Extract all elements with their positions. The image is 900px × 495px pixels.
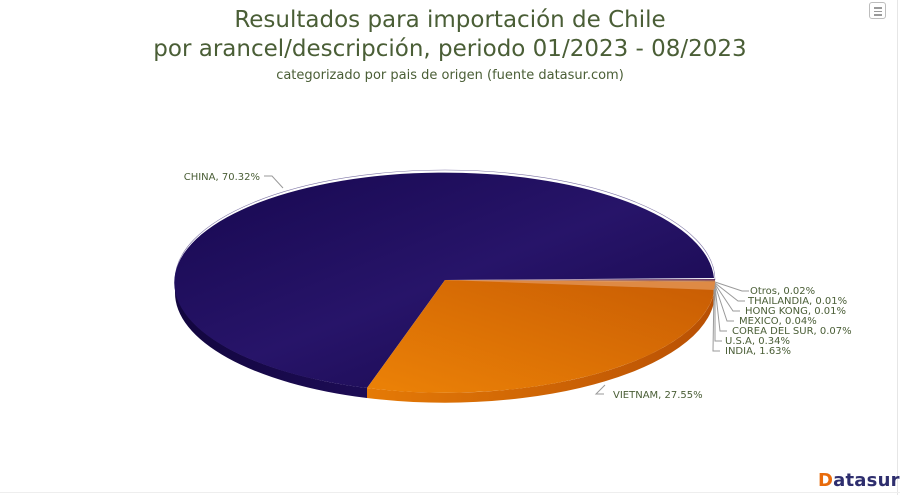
- label-china: CHINA, 70.32%: [184, 172, 260, 183]
- chart-subtitle: categorizado por pais de origen (fuente …: [276, 68, 624, 83]
- panel-border-bottom: [0, 492, 900, 493]
- chart-title-line1: Resultados para importación de Chile: [234, 7, 666, 33]
- slice-vietnam[interactable]: [367, 280, 715, 393]
- label-hong-kong: HONG KONG, 0.01%: [745, 306, 846, 317]
- hamburger-menu-icon-bar: [874, 10, 882, 12]
- label-thailandia: THAILANDIA, 0.01%: [747, 296, 847, 307]
- hamburger-menu-icon-bar: [874, 14, 882, 16]
- hamburger-menu-icon: [874, 7, 882, 9]
- pie-top: [174, 169, 716, 393]
- label-vietnam: VIETNAM, 27.55%: [613, 390, 703, 401]
- chart-context-menu-button[interactable]: [869, 2, 886, 19]
- label-mexico: MEXICO, 0.04%: [739, 316, 817, 327]
- label-otros: Otros, 0.02%: [750, 286, 815, 297]
- label-usa: U.S.A, 0.34%: [725, 336, 790, 347]
- slice-small-others[interactable]: [445, 279, 715, 281]
- slice-india[interactable]: [445, 280, 715, 290]
- slice-usa[interactable]: [445, 280, 715, 282]
- chart-title-line2: por arancel/descripción, periodo 01/2023…: [153, 36, 747, 62]
- datasur-logo: Datasur: [818, 470, 900, 491]
- label-corea-del-sur: COREA DEL SUR, 0.07%: [732, 326, 852, 337]
- label-connectors: [264, 175, 749, 395]
- pie-side-walls: [174, 280, 716, 403]
- logo-text: atasur: [833, 470, 900, 491]
- slice-china[interactable]: [174, 172, 714, 388]
- label-india: INDIA, 1.63%: [725, 346, 791, 357]
- logo-initial: D: [818, 470, 834, 491]
- panel-border: [897, 0, 898, 495]
